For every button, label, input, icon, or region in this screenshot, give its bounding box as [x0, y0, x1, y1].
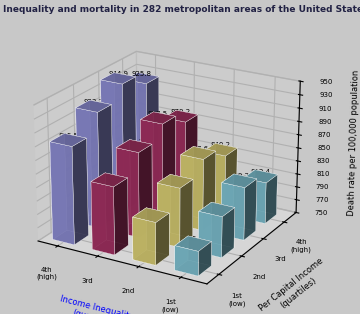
Title: Income Inequality and mortality in 282 metropolitan areas of the United States: Income Inequality and mortality in 282 m…: [0, 4, 360, 14]
X-axis label: Income Inequality
(quartiles): Income Inequality (quartiles): [56, 294, 134, 314]
Y-axis label: Per Capital Income
(quartiles): Per Capital Income (quartiles): [258, 256, 332, 314]
